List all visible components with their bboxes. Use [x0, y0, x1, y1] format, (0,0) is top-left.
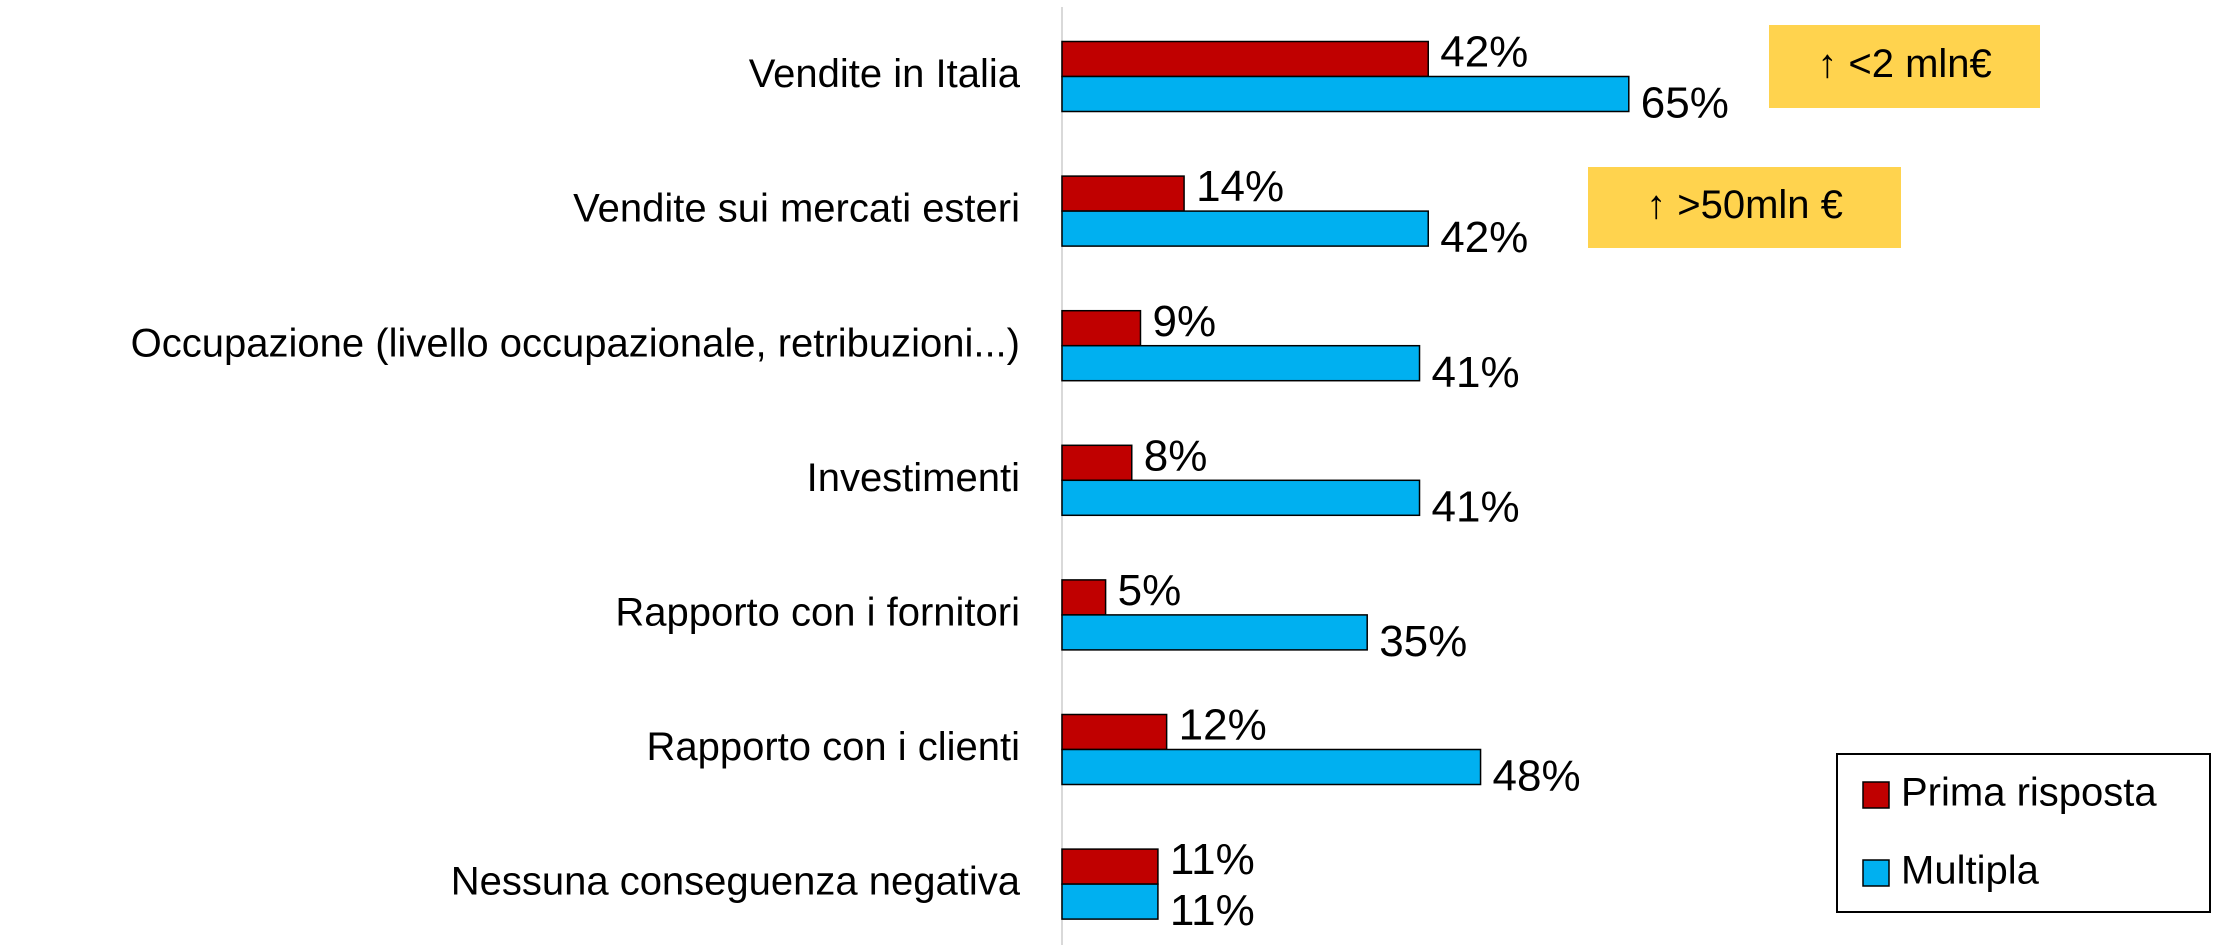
bar — [1061, 614, 1368, 651]
bar — [1061, 444, 1133, 482]
value-label: 42% — [1440, 213, 1528, 262]
bar — [1061, 75, 1630, 113]
annotation: ↑ >50mln € — [1646, 183, 1843, 227]
bar — [1061, 848, 1159, 885]
bar — [1061, 479, 1421, 517]
bar — [1061, 713, 1168, 751]
annotation-box — [1588, 167, 1901, 248]
bar — [1061, 175, 1185, 212]
bar — [1061, 579, 1107, 616]
category-label: Vendite sui mercati esteri — [573, 187, 1020, 231]
bar — [1061, 40, 1429, 78]
legend-label: Multipla — [1901, 849, 2040, 893]
value-label: 48% — [1493, 752, 1581, 801]
value-label: 8% — [1144, 431, 1208, 480]
value-label: 41% — [1432, 482, 1520, 531]
value-label: 35% — [1379, 617, 1467, 666]
value-label: 12% — [1179, 701, 1267, 750]
value-label: 65% — [1641, 79, 1729, 128]
annotation: ↑ <2 mln€ — [1817, 42, 1992, 86]
value-label: 42% — [1440, 28, 1528, 77]
annotation-box — [1769, 25, 2040, 108]
bar — [1061, 344, 1421, 382]
category-label: Vendite in Italia — [749, 52, 1021, 96]
value-label: 11% — [1170, 886, 1255, 935]
legend-box — [1836, 753, 2211, 913]
category-label: Occupazione (livello occupazionale, retr… — [131, 321, 1020, 365]
value-label: 11% — [1170, 835, 1255, 884]
value-label: 9% — [1152, 297, 1216, 346]
category-label: Rapporto con i fornitori — [615, 590, 1020, 634]
category-label: Nessuna conseguenza negativa — [451, 860, 1021, 904]
category-label: Rapporto con i clienti — [646, 725, 1020, 769]
legend-swatch — [1862, 859, 1890, 887]
bar — [1061, 309, 1142, 347]
bar — [1061, 748, 1482, 786]
value-label: 41% — [1432, 348, 1520, 397]
category-label: Investimenti — [807, 456, 1020, 500]
bar — [1061, 883, 1159, 920]
legend-label: Prima risposta — [1901, 771, 2157, 815]
bar — [1061, 210, 1429, 247]
value-label: 5% — [1118, 566, 1182, 615]
legend-swatch — [1862, 781, 1890, 809]
value-label: 14% — [1196, 162, 1284, 211]
